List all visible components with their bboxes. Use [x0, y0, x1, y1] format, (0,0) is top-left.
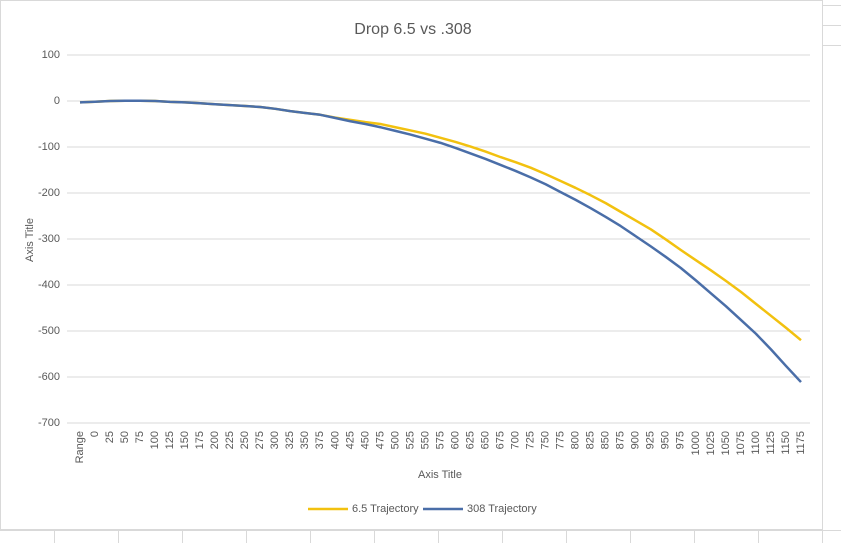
series-line [79, 99, 802, 383]
y-axis-title: Axis Title [24, 218, 36, 262]
legend: 6.5 Trajectory 308 Trajectory [308, 503, 537, 515]
y-tick-label: -200 [38, 187, 60, 199]
x-tick-label: 50 [119, 431, 131, 443]
x-tick-label: 975 [675, 431, 687, 449]
x-tick-label: 225 [224, 431, 236, 449]
x-tick-label: 500 [389, 431, 401, 449]
x-tick-label: 1050 [720, 431, 732, 455]
y-tick-label: -500 [38, 325, 60, 337]
x-tick-label: 275 [254, 431, 266, 449]
x-tick-label: 150 [179, 431, 191, 449]
x-tick-label: 450 [359, 431, 371, 449]
x-tick-label: 1000 [690, 431, 702, 455]
x-axis-title: Axis Title [418, 469, 462, 481]
y-tick-label: 0 [54, 95, 60, 107]
x-tick-label: 425 [344, 431, 356, 449]
legend-label: 308 Trajectory [467, 503, 537, 515]
x-tick-label: 700 [510, 431, 522, 449]
y-tick-label: -600 [38, 371, 60, 383]
x-tick-label: 25 [104, 431, 116, 443]
x-tick-label: 175 [194, 431, 206, 449]
x-tick-label: 600 [449, 431, 461, 449]
x-tick-label: 925 [645, 431, 657, 449]
x-tick-label: 1175 [795, 431, 807, 455]
x-tick-label: 400 [329, 431, 341, 449]
x-tick-label: 825 [585, 431, 597, 449]
x-tick-label: 325 [284, 431, 296, 449]
x-tick-label: 850 [600, 431, 612, 449]
plot [79, 99, 802, 383]
x-tick-label: 350 [299, 431, 311, 449]
x-tick-label: 1150 [780, 431, 792, 455]
x-tick-label: 725 [525, 431, 537, 449]
chart-title: Drop 6.5 vs .308 [354, 21, 472, 38]
x-tick-label: 1125 [765, 431, 777, 455]
x-tick-label: 100 [149, 431, 161, 449]
grid [67, 54, 810, 424]
x-tick-label: 300 [269, 431, 281, 449]
x-tick-label: 550 [419, 431, 431, 449]
x-tick-label: 1075 [735, 431, 747, 455]
x-tick-label: 775 [555, 431, 567, 449]
x-tick-label: 675 [494, 431, 506, 449]
x-tick-label: 575 [434, 431, 446, 449]
x-tick-label: 1100 [750, 431, 762, 455]
y-tick-label: -100 [38, 141, 60, 153]
x-tick-label: 875 [615, 431, 627, 449]
x-tick-label: 0 [89, 431, 101, 437]
x-tick-label: Range [74, 431, 86, 463]
x-tick-label: 200 [209, 431, 221, 449]
x-tick-label: 1025 [705, 431, 717, 455]
x-tick-label: 525 [404, 431, 416, 449]
x-tick-label: 750 [540, 431, 552, 449]
legend-label: 6.5 Trajectory [352, 503, 419, 515]
x-tick-label: 800 [570, 431, 582, 449]
sheet-grid [0, 5, 841, 543]
y-tick-label: -400 [38, 279, 60, 291]
x-tick-label: 900 [630, 431, 642, 449]
x-tick-label: 950 [660, 431, 672, 449]
x-tick-label: 650 [479, 431, 491, 449]
x-tick-label: 625 [464, 431, 476, 449]
chart-area [0, 0, 823, 530]
x-tick-label: 375 [314, 431, 326, 449]
x-tick-label: 75 [134, 431, 146, 443]
x-tick-label: 475 [374, 431, 386, 449]
x-tick-label: 125 [164, 431, 176, 449]
y-tick-label: -300 [38, 233, 60, 245]
y-tick-label: 100 [42, 49, 60, 61]
x-tick-label: 250 [239, 431, 251, 449]
y-tick-label: -700 [38, 417, 60, 429]
